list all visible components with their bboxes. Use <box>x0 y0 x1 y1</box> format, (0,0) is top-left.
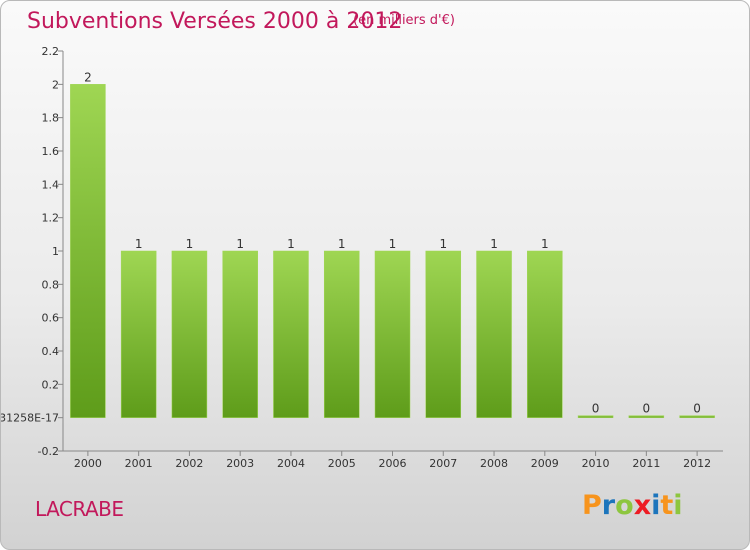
x-tick-label: 2005 <box>328 457 356 470</box>
y-tick-label: 0.6 <box>42 312 60 325</box>
x-tick-label: 2011 <box>632 457 660 470</box>
value-label-2006: 1 <box>389 237 397 251</box>
bar-2004 <box>273 250 309 418</box>
logo-letter: i <box>673 490 683 521</box>
y-tick-label: 0.4 <box>42 345 60 358</box>
y-tick-label: 2.2 <box>42 45 60 58</box>
x-tick-label: 2007 <box>429 457 457 470</box>
bar-2011 <box>628 415 665 418</box>
value-label-2011: 0 <box>643 402 651 416</box>
bar-2010 <box>577 415 614 418</box>
y-tick-label: 1.8 <box>42 112 60 125</box>
bar-2009 <box>527 250 563 418</box>
x-tick-label: 2008 <box>480 457 508 470</box>
chart-axes: -0.2 -5.5511151231258E-17 0.2 0.4 0.6 0.8 1 1.2… <box>1 45 723 470</box>
logo-letter: x <box>633 490 652 521</box>
unit-label: (en milliers d'€) <box>353 13 455 28</box>
logo-letter: P <box>582 490 602 521</box>
bar-2007 <box>425 250 462 418</box>
bar-2006 <box>374 250 411 418</box>
x-tick-label: 2001 <box>125 457 153 470</box>
logo-letter: i <box>651 490 661 521</box>
data-labels: 2 1 1 1 1 1 1 1 1 1 0 0 0 <box>84 70 701 415</box>
value-label-2007: 1 <box>439 237 447 251</box>
value-label-2005: 1 <box>338 237 346 251</box>
y-tick-label: 1 <box>52 245 59 258</box>
y-tick-label: 1.2 <box>42 212 60 225</box>
bar-2003 <box>222 250 258 418</box>
bar-2008 <box>476 250 512 418</box>
value-label-2008: 1 <box>490 237 498 251</box>
x-tick-label: 2006 <box>379 457 407 470</box>
bar-2000 <box>70 84 106 418</box>
x-tick-label: 2010 <box>582 457 610 470</box>
y-tick-label: 0.2 <box>42 378 60 391</box>
x-tick-label: 2003 <box>226 457 254 470</box>
logo-letter: r <box>601 490 616 521</box>
logo-letter: t <box>660 490 674 521</box>
x-tick-label: 2002 <box>175 457 203 470</box>
x-tick-label: 2004 <box>277 457 305 470</box>
bar-series <box>70 84 715 418</box>
bar-2001 <box>120 250 157 418</box>
value-label-2012: 0 <box>693 402 701 416</box>
value-label-2009: 1 <box>541 237 549 251</box>
value-label-2003: 1 <box>236 237 244 251</box>
y-tick-label: 1.4 <box>42 178 60 191</box>
y-tick-label: -0.2 <box>38 445 59 458</box>
y-tick-label: 1.6 <box>42 145 60 158</box>
commune-name: LACRABE <box>35 497 124 521</box>
y-tick-label: 0.8 <box>42 278 60 291</box>
y-tick-label: 2 <box>52 78 59 91</box>
chart-title: Subventions Versées 2000 à 2012 <box>27 9 403 34</box>
logo-letter: o <box>615 490 634 521</box>
value-label-2001: 1 <box>135 237 143 251</box>
value-label-2010: 0 <box>592 402 600 416</box>
y-tick-label: -5.5511151231258E-17 <box>1 412 59 425</box>
value-label-2000: 2 <box>84 70 92 84</box>
proxiti-logo: Proxiti <box>582 490 683 521</box>
x-tick-label: 2000 <box>74 457 102 470</box>
value-label-2002: 1 <box>186 237 194 251</box>
value-label-2004: 1 <box>287 237 295 251</box>
x-tick-label: 2012 <box>683 457 711 470</box>
bar-2005 <box>323 250 360 418</box>
bar-2012 <box>679 415 715 418</box>
bar-2002 <box>171 250 208 418</box>
x-tick-label: 2009 <box>531 457 559 470</box>
